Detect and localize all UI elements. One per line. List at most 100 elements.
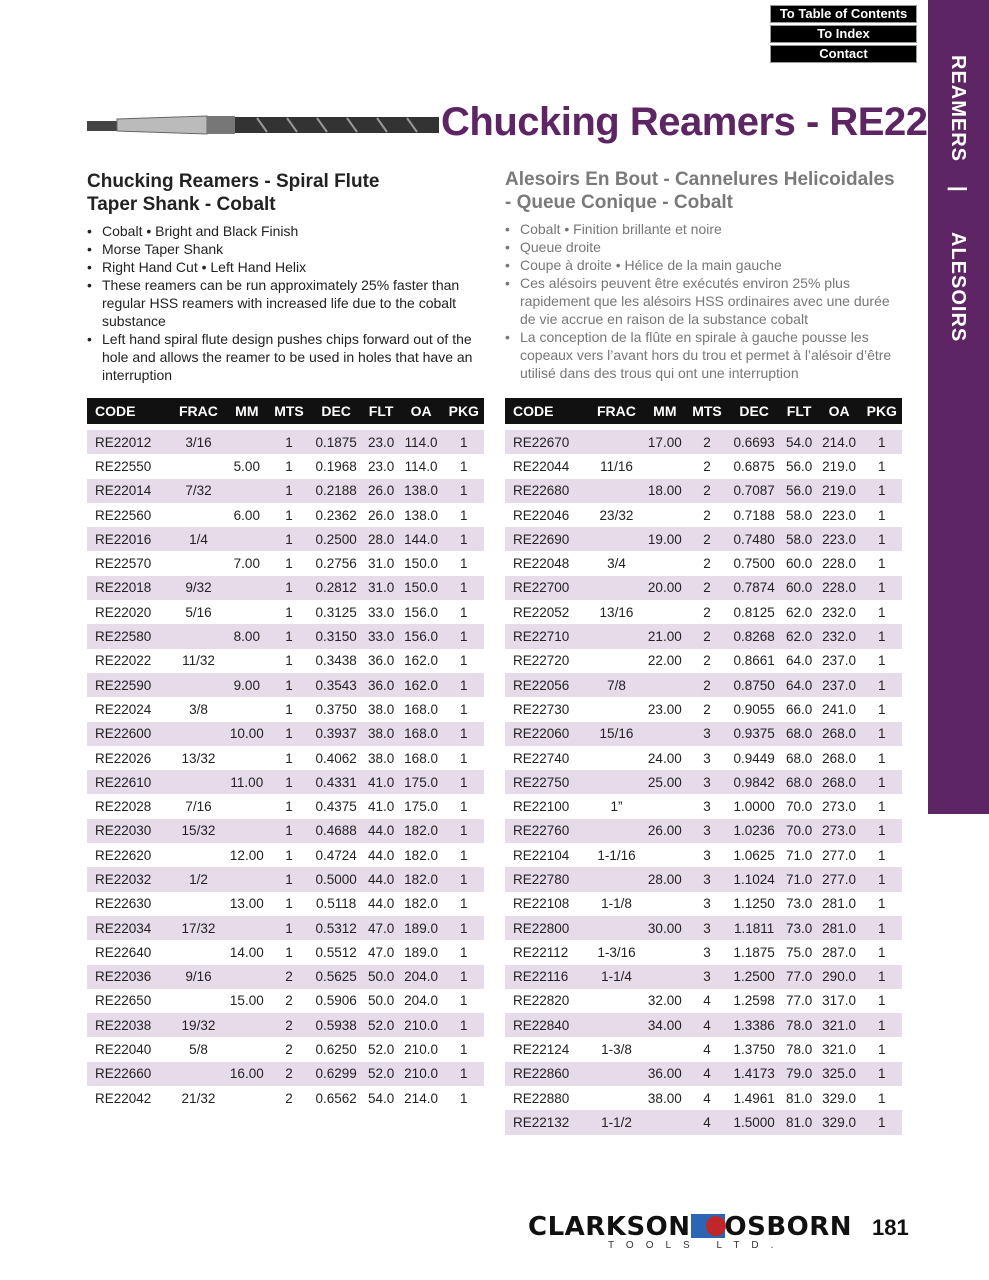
cell-mm: 14.00 — [229, 944, 264, 960]
table-of-contents-link[interactable]: To Table of Contents — [770, 5, 917, 23]
table-row: RE22044 11/16 2 0.6875 56.0 219.0 1 — [505, 454, 902, 478]
cell-frac — [173, 940, 225, 964]
cell-code: RE22032 — [87, 867, 173, 892]
cell-pkg: 1 — [861, 527, 902, 552]
cell-flt: 81.0 — [785, 1090, 813, 1106]
cell-dec: 0.5000 — [308, 867, 364, 892]
cell-code: RE22026 — [95, 750, 152, 766]
cell-pkg: 1 — [878, 944, 886, 960]
cell-mm: 5.00 — [233, 458, 260, 474]
cell-frac: 21/32 — [181, 1090, 216, 1106]
index-link[interactable]: To Index — [770, 25, 917, 43]
cell-frac — [172, 721, 225, 746]
cell-dec: 0.4688 — [308, 818, 364, 844]
cell-pkg: 1 — [460, 458, 468, 474]
table-row: RE22024 3/8 1 0.3750 38.0 168.0 1 — [87, 697, 484, 721]
cell-flt: 77.0 — [781, 964, 817, 989]
cell-mm — [642, 503, 687, 527]
page-number: 181 — [872, 1215, 909, 1240]
cell-oa: 182.0 — [398, 818, 444, 844]
cell-oa: 114.0 — [404, 458, 438, 474]
feature-item: La conception de la flûte en spirale à g… — [505, 328, 905, 382]
table-row: RE22046 23/32 2 0.7188 58.0 223.0 1 — [505, 503, 902, 527]
table-row: RE22060 15/16 3 0.9375 68.0 268.0 1 — [505, 721, 902, 746]
cell-mts: 2 — [703, 604, 711, 620]
cell-flt: 79.0 — [781, 1061, 817, 1087]
column-header-mts: MTS — [269, 398, 309, 424]
cell-mm — [224, 649, 269, 673]
brand-right: OSBORN — [724, 1212, 853, 1242]
cell-dec: 1.1875 — [733, 944, 775, 960]
cell-frac: 17/32 — [172, 915, 225, 941]
table-row: RE22580 8.00 1 0.3150 33.0 156.0 1 — [87, 624, 484, 649]
cell-pkg: 1 — [443, 818, 484, 844]
cell-code: RE22670 — [505, 430, 591, 455]
cell-flt: 26.0 — [367, 507, 395, 523]
cell-pkg: 1 — [861, 818, 902, 844]
cell-frac — [173, 989, 225, 1013]
cell-mm — [224, 430, 270, 455]
cell-mm — [224, 1037, 269, 1061]
cell-code: RE22760 — [505, 818, 591, 844]
cell-code: RE22100 — [513, 799, 570, 815]
cell-code: RE22780 — [505, 867, 591, 892]
cell-dec: 0.2812 — [308, 575, 364, 601]
cell-mts: 3 — [703, 799, 711, 815]
cell-dec: 0.5512 — [315, 944, 357, 960]
cell-frac: 15/32 — [172, 818, 225, 844]
cell-oa: 268.0 — [816, 770, 862, 795]
brand-logo: CLARKSON OSBORN — [528, 1212, 852, 1242]
table-row: RE22590 9.00 1 0.3543 36.0 162.0 1 — [87, 672, 484, 698]
table-row: RE22570 7.00 1 0.2756 31.0 150.0 1 — [87, 551, 484, 575]
cell-code: RE22030 — [87, 818, 173, 844]
cell-mts: 1 — [269, 478, 309, 503]
table-row: RE22048 3/4 2 0.7500 60.0 228.0 1 — [505, 551, 902, 575]
cell-code: RE22024 — [95, 701, 152, 717]
cell-mm: 12.00 — [229, 847, 264, 863]
cell-pkg: 1 — [443, 575, 484, 601]
cell-flt: 31.0 — [367, 556, 395, 572]
cell-frac — [172, 672, 225, 698]
cell-oa: 204.0 — [404, 993, 438, 1009]
cell-oa: 281.0 — [816, 915, 862, 941]
table-row: RE22100 1” 3 1.0000 70.0 273.0 1 — [505, 794, 902, 818]
cell-mts: 3 — [687, 867, 727, 892]
cell-dec: 1.0236 — [726, 818, 782, 844]
cell-frac: 5/16 — [185, 604, 212, 620]
cell-oa: 156.0 — [404, 604, 438, 620]
cell-mts: 4 — [687, 1061, 727, 1087]
cell-mm — [642, 892, 687, 916]
cell-oa: 156.0 — [398, 624, 444, 649]
cell-pkg: 1 — [460, 1042, 468, 1058]
cell-mm: 13.00 — [229, 896, 264, 912]
cell-mts: 1 — [269, 527, 309, 552]
cell-flt: 47.0 — [363, 915, 399, 941]
column-header-frac: FRAC — [590, 398, 643, 424]
cell-mts: 1 — [269, 721, 309, 746]
section-tab: REAMERS | ALESOIRS — [928, 0, 989, 814]
contact-link[interactable]: Contact — [770, 45, 917, 63]
cell-mts: 3 — [687, 818, 727, 844]
cell-mm: 26.00 — [642, 818, 688, 844]
cell-code: RE22038 — [87, 1013, 173, 1038]
cell-mm — [224, 527, 270, 552]
cell-pkg: 1 — [861, 624, 902, 649]
cell-pkg: 1 — [861, 1110, 902, 1135]
feature-item: Queue droite — [505, 238, 905, 256]
cell-code: RE22650 — [95, 993, 152, 1009]
cell-code: RE22124 — [513, 1042, 570, 1058]
cell-oa: 175.0 — [404, 799, 438, 815]
section-tab-french: ALESOIRS — [947, 232, 969, 343]
table-row: RE22650 15.00 2 0.5906 50.0 204.0 1 — [87, 989, 484, 1013]
table-row: RE22860 36.00 4 1.4173 79.0 325.0 1 — [505, 1061, 902, 1087]
cell-pkg: 1 — [861, 672, 902, 698]
feature-item: Ces alésoirs peuvent être exécutés envir… — [505, 274, 905, 328]
table-row: RE22560 6.00 1 0.2362 26.0 138.0 1 — [87, 503, 484, 527]
cell-pkg: 1 — [460, 1090, 468, 1106]
french-features: Cobalt • Finition brillante et noire Que… — [505, 220, 905, 382]
header-row: CODE FRAC MM MTS DEC FLT OA PKG — [505, 398, 902, 424]
cell-flt: 81.0 — [781, 1110, 817, 1135]
cell-pkg: 1 — [443, 478, 484, 503]
cell-oa: 182.0 — [404, 847, 438, 863]
